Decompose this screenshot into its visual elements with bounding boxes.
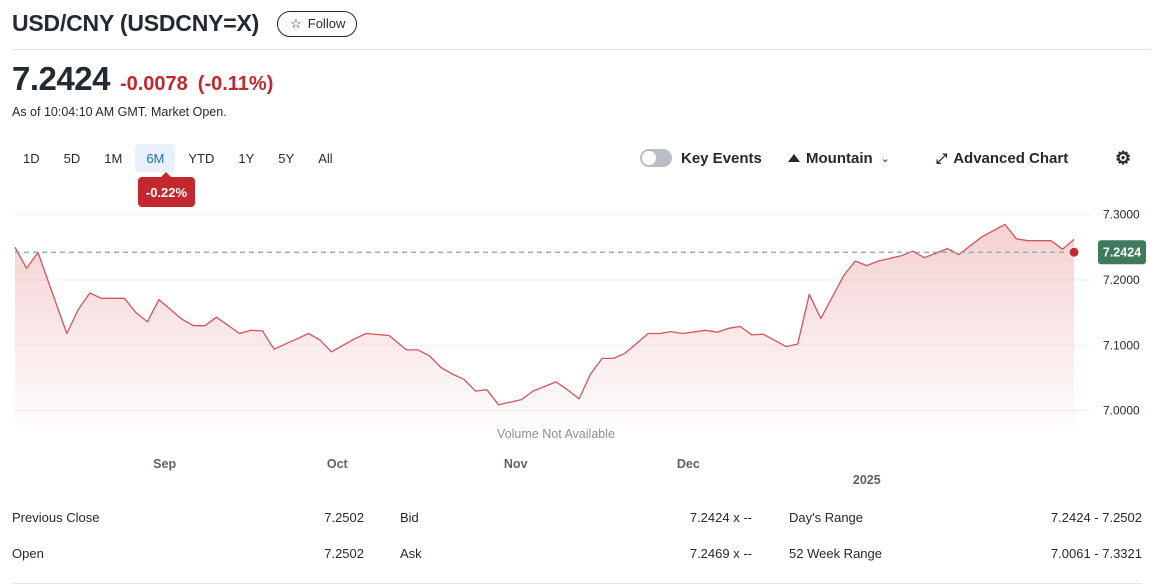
stats-divider — [12, 583, 1142, 584]
range-1m[interactable]: 1M — [104, 150, 123, 166]
y-tick-label: 7.0000 — [1103, 404, 1140, 418]
volume-note: Volume Not Available — [497, 427, 615, 441]
stat-label: Day's Range — [789, 510, 864, 525]
range-ytd[interactable]: YTD — [188, 150, 215, 166]
stat-value: 7.2424 x -- — [689, 510, 752, 525]
range-all[interactable]: All — [318, 150, 333, 166]
mountain-icon — [788, 154, 800, 162]
range-5y[interactable]: 5Y — [278, 150, 295, 166]
chart-type-dropdown[interactable]: Mountain ⌄ — [788, 146, 890, 170]
stat-value: 7.0061 - 7.3321 — [1050, 546, 1142, 561]
follow-button[interactable]: ☆ Follow — [277, 10, 358, 37]
stat-label: Open — [12, 546, 44, 561]
price-change: -0.0078 — [119, 73, 188, 95]
gear-icon: ⚙ — [1115, 147, 1132, 168]
header-divider — [12, 49, 1151, 50]
toggle-knob — [642, 151, 656, 165]
key-events-label: Key Events — [681, 149, 762, 167]
stats-row: Open 7.2502 Ask 7.2469 x -- 52 Week Rang… — [12, 542, 1142, 566]
y-tick-label: 7.3000 — [1103, 208, 1140, 222]
price-line — [14, 223, 1075, 406]
stat-value: 7.2424 - 7.2502 — [1050, 510, 1142, 525]
follow-label: Follow — [307, 16, 346, 31]
stats-row: Previous Close 7.2502 Bid 7.2424 x -- Da… — [12, 506, 1142, 530]
stat-label: Previous Close — [12, 510, 100, 525]
price-chart[interactable]: 7.3000 7.2000 7.1000 7.0000 7.2424 Volume Not… — [0, 195, 1169, 495]
chart-type-label: Mountain — [806, 149, 873, 167]
range-selector: 1D 5D 1M 6M YTD 1Y 5Y All — [12, 144, 346, 172]
x-tick-label: Dec — [677, 457, 700, 471]
advanced-chart-label: Advanced Chart — [953, 149, 1069, 167]
stat-value: 7.2502 — [324, 510, 364, 525]
current-price: 7.2424 — [12, 60, 110, 97]
y-tick-label: 7.2000 — [1103, 273, 1140, 287]
price-change-percent: (-0.11%) — [197, 73, 274, 95]
key-events-toggle[interactable] — [640, 149, 672, 167]
expand-icon: ⤢ — [936, 149, 948, 166]
header: USD/CNY (USDCNY=X) ☆ Follow — [12, 10, 358, 37]
range-change-badge: -0.22% — [138, 172, 195, 207]
x-tick-label: Oct — [327, 457, 349, 471]
range-6m[interactable]: 6M — [135, 144, 176, 172]
advanced-chart-button[interactable]: ⤢ Advanced Chart — [936, 146, 1068, 170]
stat-value: 7.2469 x -- — [689, 546, 752, 561]
x-tick-label: 2025 — [853, 473, 881, 487]
stat-label: 52 Week Range — [789, 546, 882, 561]
price-area — [15, 224, 1074, 427]
stat-label: Bid — [400, 510, 419, 525]
current-price-dot — [1068, 246, 1080, 258]
quote-summary: 7.2424 -0.0078 (-0.11%) — [12, 60, 273, 98]
settings-button[interactable]: ⚙ — [1115, 146, 1131, 170]
range-5d[interactable]: 5D — [63, 150, 81, 166]
key-events-toggle-group: Key Events — [640, 146, 762, 170]
current-price-label: 7.2424 — [1103, 246, 1141, 260]
current-price-label-bg — [1098, 240, 1146, 265]
x-tick-label: Sep — [153, 457, 176, 471]
chevron-down-icon: ⌄ — [880, 152, 890, 165]
range-1y[interactable]: 1Y — [238, 150, 255, 166]
market-timestamp: As of 10:04:10 AM GMT. Market Open. — [12, 105, 227, 119]
stat-label: Ask — [400, 546, 422, 561]
range-1d[interactable]: 1D — [23, 150, 40, 166]
stat-value: 7.2502 — [324, 546, 364, 561]
y-tick-label: 7.1000 — [1103, 338, 1140, 352]
page-title: USD/CNY (USDCNY=X) — [12, 10, 260, 36]
star-icon: ☆ — [290, 15, 302, 31]
x-tick-label: Nov — [504, 457, 528, 471]
